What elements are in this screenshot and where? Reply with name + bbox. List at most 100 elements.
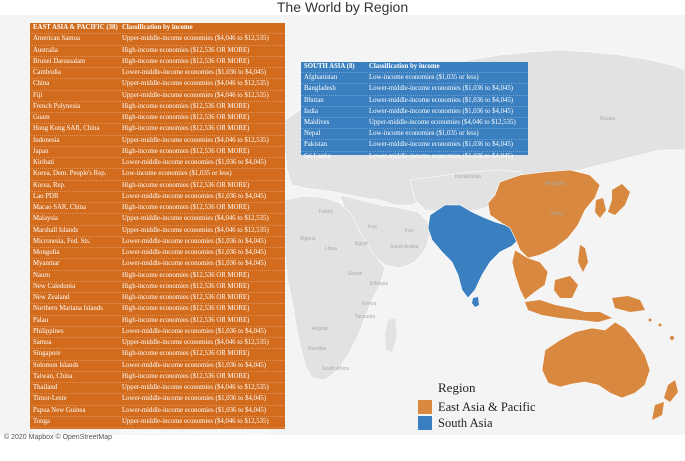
income-classification: Lower-middle-income economies ($1,036 to… [122,327,267,335]
income-classification: Low-income economies ($1,035 or less) [122,170,232,178]
table-row[interactable]: Japan High-income economies ($12,536 OR M… [30,145,285,157]
table-row[interactable]: Bhutan Lower-middle-income economies ($1,… [301,94,528,106]
table-row[interactable]: New Zealand High-income economies ($12,53… [30,292,285,303]
income-classification: Upper-middle-income economies ($4,046 to… [122,417,269,425]
table-row[interactable]: Micronesia, Fed. Sts. Lower-middle-income… [30,235,285,247]
region-pacific-island[interactable] [670,336,674,340]
country-name: Tonga [33,417,50,425]
table-row[interactable]: Nepal Low-income economies ($1,035 or les… [301,128,528,139]
region-philippines[interactable] [578,245,588,272]
region-new-zealand[interactable] [664,380,678,402]
table-row[interactable]: Indonesia Upper-middle-income economies (… [30,134,285,146]
income-classification: Upper-middle-income economies ($4,046 to… [122,35,269,43]
income-classification: High-income economies ($12,536 OR MORE) [122,57,250,65]
region-china-mongolia[interactable] [487,169,601,259]
legend-swatch [418,400,432,414]
income-classification: High-income economies ($12,536 OR MORE) [122,46,250,54]
table-row[interactable]: Fiji Upper-middle-income economies ($4,04… [30,89,285,101]
table-row[interactable]: Timor-Leste Lower-middle-income economies… [30,393,285,404]
country-name: Thailand [33,384,58,391]
table-row[interactable]: Korea, Rep. High-income economies ($12,53… [30,179,285,191]
income-classification: Low-income economies ($1,035 or less) [369,130,479,138]
country-name: Nepal [304,130,321,138]
table-row[interactable]: India Lower-middle-income economies ($1,0… [301,105,528,117]
legend-label: East Asia & Pacific [438,399,536,414]
region-southeast-asia[interactable] [511,249,549,301]
table-row[interactable]: Maldives Upper-middle-income economies ($… [301,116,528,128]
region-borneo[interactable] [554,276,578,298]
income-classification: Lower-middle-income economies ($1,036 to… [122,260,267,268]
region-new-zealand-south[interactable] [652,402,664,420]
table-row[interactable]: Afghanistan Low-income economies ($1,035 … [301,72,528,83]
table-row[interactable]: Marshall Islands Upper-middle-income econ… [30,224,285,236]
income-classification: Upper-middle-income economies ($4,046 to… [122,384,269,391]
income-classification: High-income economies ($12,536 OR MORE) [122,372,250,380]
table-row[interactable]: Vietnam Lower-middle-income economies ($1… [30,449,285,461]
country-name: New Zealand [33,294,70,301]
table-row[interactable]: Cambodia Lower-middle-income economies ($… [30,67,285,78]
country-name: Mongolia [33,249,60,256]
table-row[interactable]: Sri Lanka Lower-middle-income economies (… [301,150,528,162]
legend-item-east-asia-pacific[interactable]: East Asia & Pacific [418,399,536,415]
income-classification: High-income economies ($12,536 OR MORE) [122,350,250,358]
table-row[interactable]: Macao SAR, China High-income economies ($… [30,202,285,213]
table-row[interactable]: Northern Mariana Islands High-income econ… [30,303,285,314]
land-africa [284,195,386,381]
table-row[interactable]: Vanuatu Lower-middle-income economies ($1… [30,438,285,449]
region-pacific-island[interactable] [648,318,652,322]
table-row[interactable]: Myanmar Lower-middle-income economies ($1… [30,258,285,269]
map-label: China [550,211,563,217]
table-row[interactable]: Solomon Islands Lower-middle-income econo… [30,359,285,371]
income-classification: High-income economies ($12,536 OR MORE) [122,147,250,155]
header-classification: Classification by income [369,63,440,70]
table-row[interactable]: Korea, Dem. People's Rep. Low-income econ… [30,168,285,179]
income-classification: Lower-middle-income economies ($1,036 to… [122,69,267,76]
table-row[interactable]: Bangladesh Lower-middle-income economies … [301,83,528,94]
income-classification: High-income economies ($12,536 OR MORE) [122,282,250,290]
map-attribution: © 2020 Mapbox © OpenStreetMap [4,434,112,441]
country-name: Pakistan [304,141,328,149]
region-png[interactable] [612,296,645,312]
table-row[interactable]: Lao PDR Lower-middle-income economies ($1… [30,190,285,202]
table-row[interactable]: New Caledonia High-income economies ($12,… [30,280,285,292]
table-row[interactable]: Guam High-income economies ($12,536 OR MO… [30,112,285,123]
table-row[interactable]: Brunei Darussalam High-income economies (… [30,55,285,67]
table-row[interactable]: Australia High-income economies ($12,536 … [30,44,285,56]
table-row[interactable]: Samoa Upper-middle-income economies ($4,0… [30,337,285,348]
region-indonesia[interactable] [525,300,612,322]
table-row[interactable]: Tonga Upper-middle-income economies ($4,0… [30,415,285,427]
table-row[interactable]: China Upper-middle-income economies ($4,0… [30,78,285,89]
table-row[interactable]: French Polynesia High-income economies ($… [30,100,285,112]
region-pacific-island[interactable] [658,323,662,327]
table-row[interactable]: Papua New Guinea Lower-middle-income econ… [30,404,285,416]
table-row[interactable]: Philippines Lower-middle-income economies… [30,325,285,337]
income-classification: Lower-middle-income economies ($1,036 to… [122,440,267,448]
table-row[interactable]: Malaysia Upper-middle-income economies ($… [30,213,285,224]
table-header: EAST ASIA & PACIFIC (38) Classification b… [30,23,285,33]
table-row[interactable]: Singapore High-income economies ($12,536 … [30,348,285,359]
east-asia-pacific-table: EAST ASIA & PACIFIC (38) Classification b… [30,23,285,459]
region-south-asia[interactable] [427,204,521,299]
region-australia[interactable] [541,321,651,399]
table-row[interactable]: Tuvalu Upper-middle-income economies ($4,… [30,427,285,438]
header-region: EAST ASIA & PACIFIC (38) [33,24,118,31]
country-name: Fiji [33,91,43,99]
income-classification: High-income economies ($12,536 OR MORE) [122,204,250,211]
region-japan[interactable] [608,184,630,215]
country-name: India [304,107,318,115]
table-row[interactable]: Taiwan, China High-income economies ($12,… [30,370,285,382]
region-sri-lanka[interactable] [472,297,479,307]
country-name: Maldives [304,118,330,126]
table-row[interactable]: Nauru High-income economies ($12,536 OR M… [30,269,285,281]
legend-item-south-asia[interactable]: South Asia [418,415,536,431]
income-classification: Upper-middle-income economies ($4,046 to… [122,80,269,88]
table-row[interactable]: Mongolia Lower-middle-income economies ($… [30,247,285,258]
table-row[interactable]: Palau High-income economies ($12,536 OR M… [30,314,285,326]
table-row[interactable]: Kiribati Lower-middle-income economies ($… [30,157,285,168]
table-row[interactable]: Thailand Upper-middle-income economies ($… [30,382,285,393]
region-korea[interactable] [595,198,606,218]
income-classification: High-income economies ($12,536 OR MORE) [122,305,250,313]
table-row[interactable]: Pakistan Lower-middle-income economies ($… [301,139,528,150]
table-row[interactable]: American Samoa Upper-middle-income econom… [30,33,285,44]
table-row[interactable]: Hong Kong SAR, China High-income economie… [30,123,285,134]
